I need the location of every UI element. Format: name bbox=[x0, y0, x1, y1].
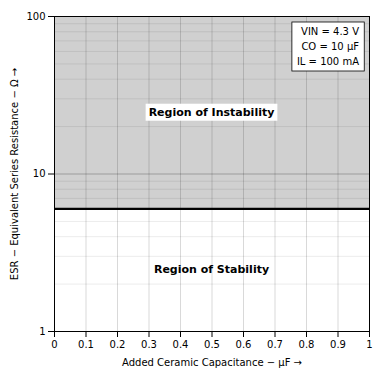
svg-text:0.2: 0.2 bbox=[110, 339, 126, 350]
svg-text:Region of Stability: Region of Stability bbox=[154, 263, 269, 276]
svg-text:ESR − Equivalent Series Resist: ESR − Equivalent Series Resistance − Ω → bbox=[9, 68, 20, 280]
svg-text:0.6: 0.6 bbox=[236, 339, 252, 350]
svg-text:VIN = 4.3 VCO = 10 μFIL = 100: VIN = 4.3 VCO = 10 μFIL = 100 mA bbox=[297, 26, 359, 67]
svg-text:0.1: 0.1 bbox=[78, 339, 94, 350]
svg-text:0.8: 0.8 bbox=[299, 339, 315, 350]
svg-text:100: 100 bbox=[26, 11, 45, 22]
svg-text:0.9: 0.9 bbox=[330, 339, 346, 350]
svg-text:1: 1 bbox=[39, 326, 45, 337]
svg-text:Added Ceramic Capacitance − μF: Added Ceramic Capacitance − μF → bbox=[122, 357, 302, 368]
svg-text:10: 10 bbox=[33, 168, 46, 179]
svg-text:Region of Instability: Region of Instability bbox=[149, 106, 275, 119]
svg-text:0: 0 bbox=[51, 339, 57, 350]
svg-text:0.3: 0.3 bbox=[141, 339, 157, 350]
svg-text:0.7: 0.7 bbox=[267, 339, 283, 350]
svg-text:0.5: 0.5 bbox=[204, 339, 220, 350]
svg-text:0.4: 0.4 bbox=[173, 339, 189, 350]
svg-text:1: 1 bbox=[366, 339, 372, 350]
